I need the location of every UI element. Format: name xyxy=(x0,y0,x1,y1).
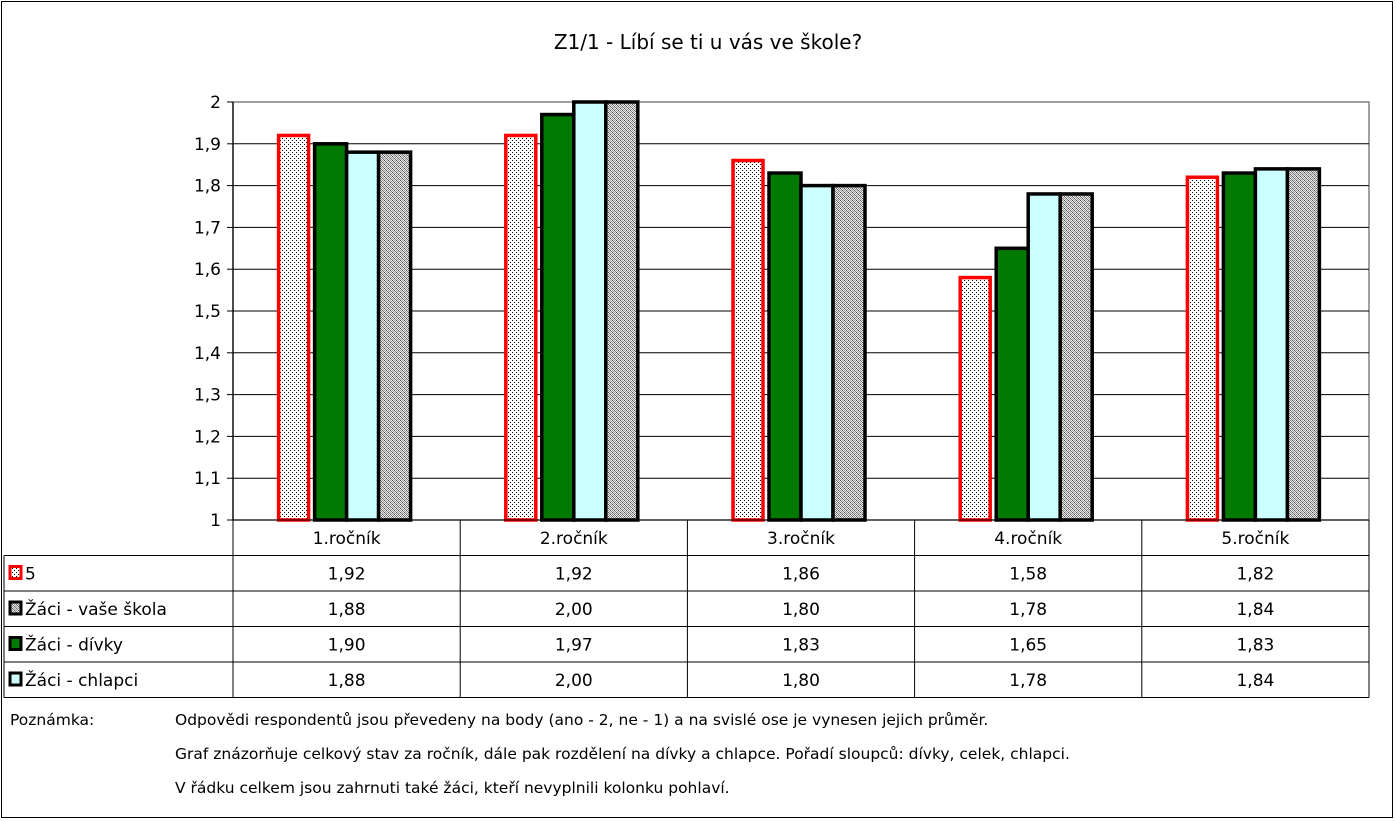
table-cell-value: 1,84 xyxy=(1236,600,1274,620)
bar-žáci---dívky-2 xyxy=(540,112,576,522)
y-tick-label: 1,6 xyxy=(194,260,221,280)
table-cell-value: 1,86 xyxy=(782,565,820,585)
bar-žáci---dívky-4 xyxy=(994,246,1030,522)
chart-title: Z1/1 - Líbí se ti u vás ve škole? xyxy=(554,30,862,54)
table-cell-value: 2,00 xyxy=(555,671,593,691)
category-label: 4.ročník xyxy=(994,529,1062,549)
table-cell-value: 1,78 xyxy=(1009,671,1047,691)
bar-žáci---chlapci-5 xyxy=(1253,167,1290,522)
y-tick-label: 1,9 xyxy=(194,135,221,155)
bar-5-2 xyxy=(504,133,538,522)
legend-label: 5 xyxy=(25,565,36,585)
y-tick-label: 1,3 xyxy=(194,386,221,406)
y-tick-label: 1,5 xyxy=(194,302,221,322)
legend-label: Žáci - chlapci xyxy=(25,669,138,691)
table-cell-value: 1,97 xyxy=(555,636,593,656)
legend-key xyxy=(8,565,23,580)
y-tick-label: 1,8 xyxy=(194,177,221,197)
category-label: 1.ročník xyxy=(313,529,381,549)
table-cell-value: 1,83 xyxy=(1236,636,1274,656)
category-label: 5.ročník xyxy=(1221,529,1289,549)
table-cell-value: 1,84 xyxy=(1236,671,1274,691)
category-label: 2.ročník xyxy=(540,529,608,549)
bar-žáci---chlapci-1 xyxy=(344,150,381,522)
y-tick-label: 1 xyxy=(210,511,221,531)
table-cell-value: 1,80 xyxy=(782,671,820,691)
bar-žáci---vaše-škola-1 xyxy=(376,150,413,522)
bar-žáci---vaše-škola-4 xyxy=(1058,192,1094,522)
y-tick-label: 1,4 xyxy=(194,344,221,364)
table-cell-value: 1,58 xyxy=(1009,565,1047,585)
legend-key xyxy=(8,600,23,616)
y-tick-label: 2 xyxy=(210,93,221,113)
bar-žáci---chlapci-4 xyxy=(1026,192,1062,522)
legend-label: Žáci - dívky xyxy=(25,634,123,656)
bar-žáci---dívky-3 xyxy=(767,171,803,522)
bar-žáci---vaše-škola-3 xyxy=(831,183,867,522)
bar-žáci---vaše-škola-2 xyxy=(604,100,640,522)
bar-5-1 xyxy=(276,133,311,522)
table-cell-value: 1,78 xyxy=(1009,600,1047,620)
table-cell-value: 1,90 xyxy=(328,636,366,656)
table-cell-value: 1,88 xyxy=(328,671,366,691)
table-cell-value: 2,00 xyxy=(555,600,593,620)
y-tick-label: 1,2 xyxy=(194,427,221,447)
table-cell-value: 1,83 xyxy=(782,636,820,656)
bar-žáci---dívky-1 xyxy=(312,142,349,522)
bar-5-4 xyxy=(958,275,992,522)
table-cell-value: 1,88 xyxy=(328,600,366,620)
y-tick-label: 1,1 xyxy=(194,469,221,489)
table-cell-value: 1,92 xyxy=(328,565,366,585)
bar-5-5 xyxy=(1185,175,1220,522)
legend-label: Žáci - vaše škola xyxy=(25,598,167,620)
bar-žáci---vaše-škola-5 xyxy=(1285,167,1322,522)
table-cell-value: 1,80 xyxy=(782,600,820,620)
bar-žáci---dívky-5 xyxy=(1221,171,1258,522)
y-tick-label: 1,7 xyxy=(194,218,221,238)
category-label: 3.ročník xyxy=(767,529,835,549)
legend-key xyxy=(8,671,23,687)
legend-key xyxy=(8,636,23,651)
bar-žáci---chlapci-3 xyxy=(799,183,835,522)
bar-5-3 xyxy=(731,158,765,522)
bar-žáci---chlapci-2 xyxy=(572,100,608,522)
table-cell-value: 1,65 xyxy=(1009,636,1047,656)
table-cell-value: 1,92 xyxy=(555,565,593,585)
table-cell-value: 1,82 xyxy=(1236,565,1274,585)
